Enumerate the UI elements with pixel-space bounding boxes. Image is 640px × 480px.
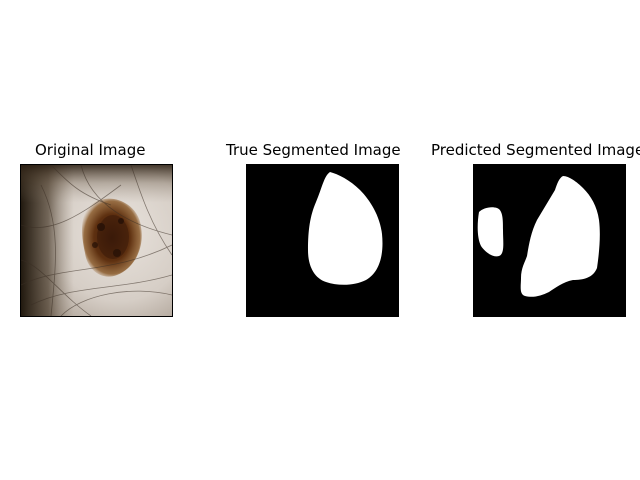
predicted-segmented-image-title: Predicted Segmented Image: [431, 141, 640, 159]
predicted-mask-region-large: [520, 176, 600, 297]
predicted-segmented-image: [473, 164, 626, 317]
predicted-mask-region-small: [477, 207, 504, 257]
true-segmented-image-title: True Segmented Image: [226, 141, 401, 159]
skin-lesion-picture: [21, 165, 172, 316]
true-mask-region: [308, 172, 383, 285]
true-segmented-image: [246, 164, 399, 317]
predicted-mask: [477, 176, 600, 297]
original-image-title: Original Image: [35, 141, 146, 159]
original-image: [20, 164, 173, 317]
true-mask: [308, 172, 383, 285]
